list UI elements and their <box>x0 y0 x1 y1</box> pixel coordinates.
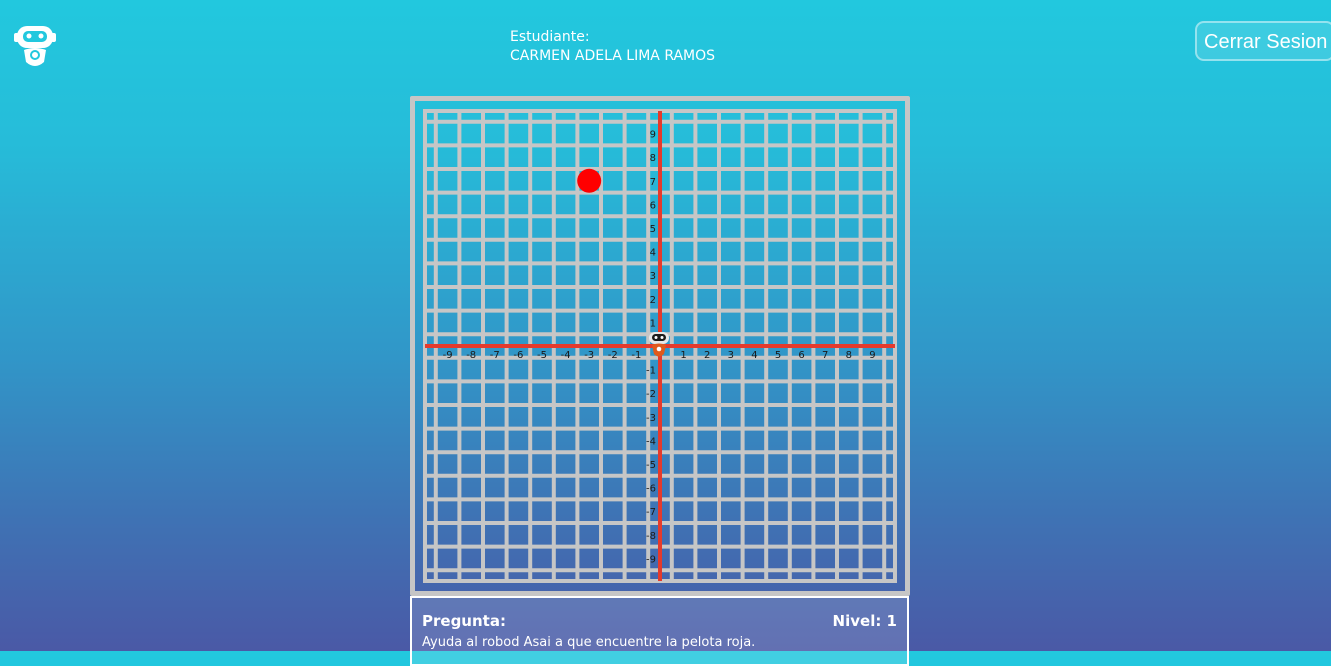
x-tick-label: 8 <box>846 350 852 361</box>
question-panel: Pregunta: Nivel: 1 Ayuda al robod Asai a… <box>410 596 909 666</box>
student-name: CARMEN ADELA LIMA RAMOS <box>510 48 716 64</box>
y-tick-label: -6 <box>646 484 656 495</box>
student-info: Estudiante: CARMEN ADELA LIMA RAMOS <box>510 28 715 66</box>
y-tick-label: 1 <box>650 318 656 329</box>
y-tick-label: 6 <box>650 200 656 211</box>
y-tick-label: -3 <box>646 413 656 424</box>
student-label: Estudiante: <box>510 29 590 45</box>
y-tick-label: -1 <box>646 366 656 377</box>
x-tick-label: -6 <box>513 350 523 361</box>
y-tick-label: 4 <box>650 248 656 259</box>
x-tick-label: -5 <box>537 350 547 361</box>
x-tick-label: -7 <box>490 350 500 361</box>
y-tick-label: -7 <box>646 507 656 518</box>
x-tick-label: -9 <box>443 350 453 361</box>
x-tick-label: -3 <box>584 350 594 361</box>
y-tick-label: -9 <box>646 554 656 565</box>
y-tick-label: 8 <box>650 153 656 164</box>
y-tick-label: 2 <box>650 295 656 306</box>
x-tick-label: 4 <box>751 350 757 361</box>
grid-canvas: -9 -8 -7 -6 -5 -4 -3 -2 -1 1 2 3 4 5 6 7 8 9 9 8 7 6 5 4 3 2 1 -1 -2… <box>423 109 897 583</box>
x-tick-label: 2 <box>704 350 710 361</box>
y-tick-label: -2 <box>646 389 656 400</box>
question-text: Ayuda al robod Asai a que encuentre la p… <box>422 635 756 650</box>
x-tick-label: 3 <box>728 350 734 361</box>
x-tick-label: 6 <box>798 350 804 361</box>
x-tick-label: -2 <box>608 350 618 361</box>
target-ball <box>577 168 602 193</box>
robot-icon[interactable] <box>646 330 672 360</box>
logout-button[interactable]: Cerrar Sesion <box>1195 21 1331 61</box>
x-tick-label: 1 <box>680 350 686 361</box>
level-indicator: Nivel: 1 <box>832 612 897 630</box>
y-tick-label: -5 <box>646 460 656 471</box>
y-tick-label: 5 <box>650 224 656 235</box>
x-tick-label: 7 <box>822 350 828 361</box>
x-tick-label: 9 <box>869 350 875 361</box>
y-tick-label: 3 <box>650 271 656 282</box>
y-tick-label: -4 <box>646 436 656 447</box>
x-tick-label: 5 <box>775 350 781 361</box>
x-tick-label: -8 <box>466 350 476 361</box>
robot-logo-icon <box>14 22 56 70</box>
coordinate-grid: -9 -8 -7 -6 -5 -4 -3 -2 -1 1 2 3 4 5 6 7 8 9 9 8 7 6 5 4 3 2 1 -1 -2… <box>410 96 910 596</box>
question-label: Pregunta: <box>422 612 506 630</box>
y-tick-label: 9 <box>650 130 656 141</box>
y-tick-label: -8 <box>646 531 656 542</box>
y-tick-label: 7 <box>650 177 656 188</box>
x-tick-label: -1 <box>631 350 641 361</box>
x-tick-label: -4 <box>561 350 571 361</box>
